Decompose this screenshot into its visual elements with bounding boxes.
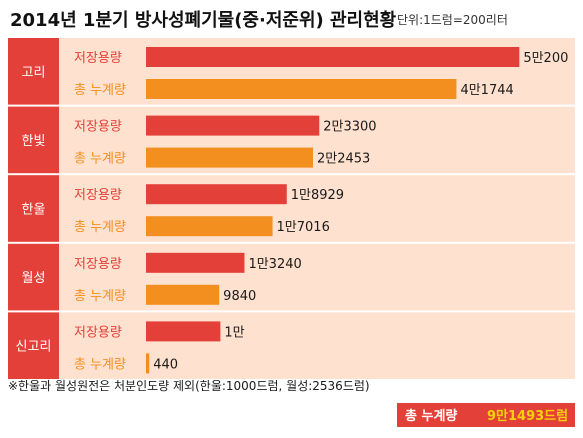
cumulative-bar-2: [146, 147, 313, 168]
footnote: ※한울과 월성원전은 처분인도량 제외(한울:1000드럼, 월성:2536드럼…: [8, 379, 370, 393]
cumulative-label-3: 총 누계량: [74, 220, 126, 235]
capacity-label-2: 저장용량: [74, 120, 122, 135]
plant-label-1: 고리: [22, 65, 46, 80]
plant-box-3: [8, 175, 59, 242]
total-value: 9만1493드럼: [487, 408, 568, 424]
row-band-5: [8, 312, 575, 379]
capacity-value-2: 2만3300: [323, 120, 376, 135]
plant-box-5: [8, 312, 59, 379]
total-summary-box: [397, 403, 575, 427]
plant-label-3: 한울: [22, 203, 46, 218]
capacity-label-3: 저장용량: [74, 188, 122, 203]
row-band-3: [8, 175, 575, 242]
plant-label-4: 월성: [22, 271, 46, 286]
plant-label-5: 신고리: [16, 340, 52, 355]
cumulative-value-5: 440: [153, 357, 178, 372]
plant-box-4: [8, 243, 59, 311]
capacity-label-5: 저장용량: [74, 325, 122, 340]
capacity-value-4: 1만3240: [248, 257, 301, 272]
chart-title: 2014년 1분기 방사성폐기물(중·저준위) 관리현황: [10, 10, 397, 31]
capacity-value-5: 1만: [224, 325, 244, 340]
capacity-bar-1: [146, 47, 520, 67]
capacity-label-4: 저장용량: [74, 257, 122, 272]
cumulative-bar-3: [146, 216, 273, 237]
cumulative-value-2: 2만2453: [317, 152, 370, 167]
plant-box-1: [8, 38, 59, 105]
capacity-value-1: 5만200: [523, 51, 568, 66]
capacity-value-3: 1만8929: [291, 188, 344, 203]
unit-note: 단위:1드럼=200리터: [397, 13, 508, 27]
row-band-4: [8, 243, 575, 311]
cumulative-bar-4: [146, 284, 220, 305]
cumulative-bar-5: [146, 353, 150, 374]
cumulative-label-4: 총 누계량: [74, 289, 126, 304]
cumulative-bar-1: [146, 79, 457, 99]
capacity-bar-3: [146, 184, 287, 205]
plant-box-2: [8, 106, 59, 174]
capacity-bar-4: [146, 252, 245, 273]
cumulative-label-1: 총 누계량: [74, 83, 126, 98]
cumulative-label-2: 총 누계량: [74, 152, 126, 167]
plant-label-2: 한빛: [22, 134, 46, 149]
cumulative-value-4: 9840: [223, 289, 256, 304]
cumulative-value-1: 4만1744: [460, 83, 513, 98]
total-summary: 총 누계량 9만1493드럼: [397, 403, 575, 427]
cumulative-value-3: 1만7016: [277, 220, 330, 235]
cumulative-label-5: 총 누계량: [74, 357, 126, 372]
capacity-bar-2: [146, 115, 320, 136]
capacity-bar-5: [146, 321, 221, 342]
capacity-label-1: 저장용량: [74, 51, 122, 66]
total-label: 총 누계량: [405, 408, 457, 424]
